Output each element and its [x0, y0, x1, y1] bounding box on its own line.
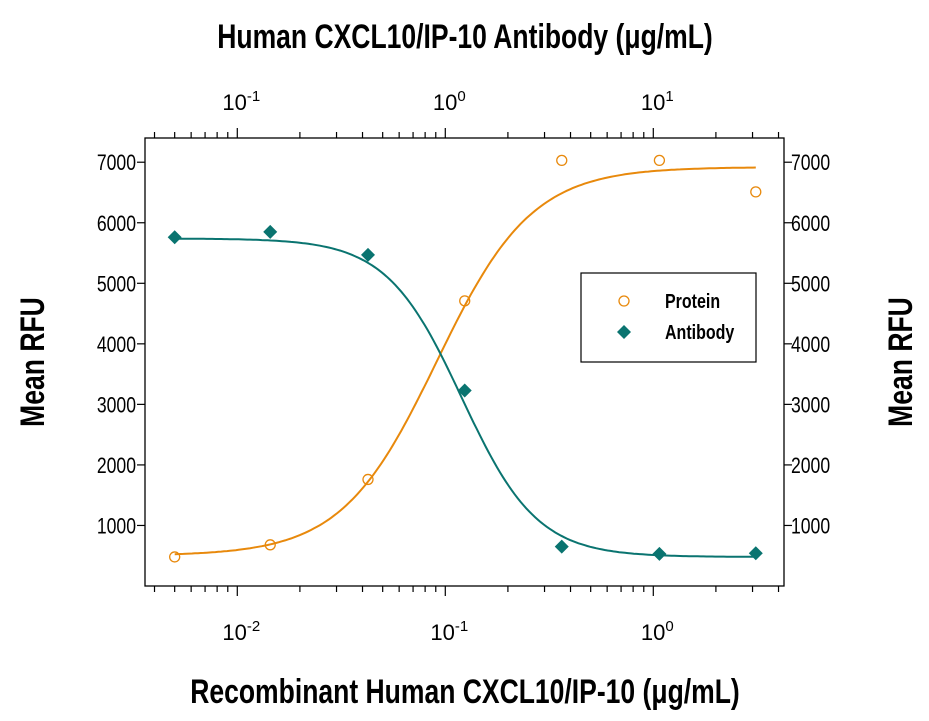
right-tick-label: 5000 — [791, 273, 830, 297]
bottom-tick-label: 10-1 — [430, 618, 468, 645]
bottom-tick-label: 100 — [641, 618, 674, 645]
left-tick-label: 3000 — [97, 394, 136, 418]
fit-curve-protein — [174, 166, 756, 556]
data-point-protein — [264, 539, 276, 551]
left-tick-label: 4000 — [97, 333, 136, 357]
right-tick-label: 3000 — [791, 394, 830, 418]
data-point-antibody — [748, 546, 763, 561]
right-tick-label: 6000 — [791, 212, 830, 236]
right-tick-label: 2000 — [791, 454, 830, 478]
data-point-antibody — [360, 247, 375, 262]
data-point-protein — [459, 295, 471, 307]
right-tick-label: 7000 — [791, 151, 830, 175]
data-point-protein — [362, 473, 374, 486]
legend-marker-protein — [618, 295, 630, 307]
right-axis-title: Mean RFU — [882, 297, 920, 427]
left-tick-label: 5000 — [97, 273, 136, 297]
legend-box — [580, 272, 757, 363]
legend-label-protein: Protein — [665, 290, 720, 312]
top-tick-label: 10-1 — [222, 88, 260, 115]
left-tick-label: 6000 — [97, 212, 136, 236]
data-point-antibody — [457, 383, 472, 398]
right-tick-label: 1000 — [791, 515, 830, 539]
left-tick-label: 7000 — [97, 151, 136, 175]
data-point-antibody — [167, 230, 182, 245]
bottom-tick-label: 10-2 — [222, 618, 260, 645]
legend-marker-antibody — [617, 325, 631, 339]
right-tick-label: 4000 — [791, 333, 830, 357]
plot-frame — [144, 137, 785, 587]
data-point-protein — [653, 154, 666, 167]
data-point-antibody — [652, 546, 667, 561]
left-tick-label: 1000 — [97, 515, 136, 539]
left-tick-label: 2000 — [97, 454, 136, 478]
top-axis-title: Human CXCL10/IP-10 Antibody (μg/mL) — [217, 18, 712, 56]
top-tick-label: 101 — [641, 88, 674, 115]
data-point-protein — [169, 551, 181, 563]
data-point-protein — [556, 154, 568, 167]
data-point-antibody — [263, 224, 278, 239]
legend-label-antibody: Antibody — [665, 321, 734, 343]
data-point-protein — [750, 186, 762, 198]
legend: Protein Antibody — [580, 272, 757, 363]
top-tick-label: 100 — [433, 88, 466, 115]
data-point-antibody — [554, 539, 569, 554]
bottom-axis-title: Recombinant Human CXCL10/IP-10 (μg/mL) — [190, 673, 740, 711]
left-axis-title: Mean RFU — [14, 297, 52, 427]
